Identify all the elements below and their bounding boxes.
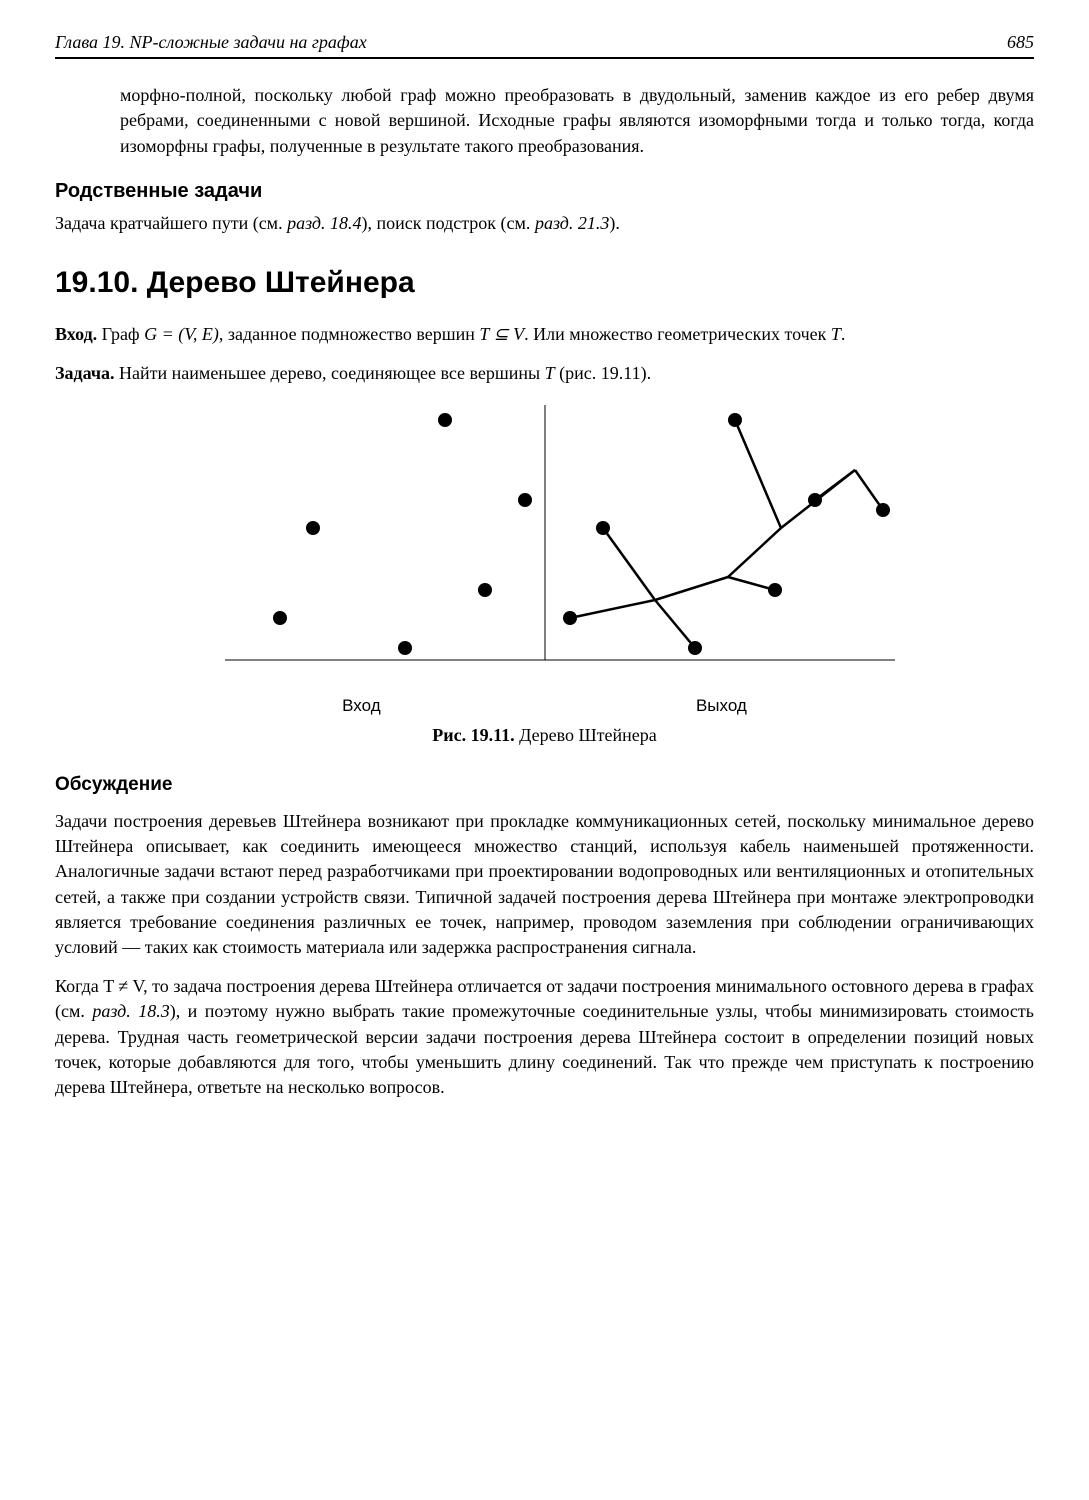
task-t2: (рис. 19.11).	[555, 363, 651, 383]
task-t1: Найти наименьшее дерево, соединяющее все…	[115, 363, 545, 383]
discussion-p2-suffix: ), и поэтому нужно выбрать такие промежу…	[55, 1001, 1034, 1097]
task-line: Задача. Найти наименьшее дерево, соединя…	[55, 361, 1034, 386]
figure-caption-bold: Рис. 19.11.	[432, 725, 514, 745]
figure-label-input: Вход	[342, 694, 380, 718]
input-f3: T	[831, 324, 841, 344]
figure-label-output: Выход	[696, 694, 747, 718]
related-text: Задача кратчайшего пути (см. разд. 18.4)…	[55, 211, 1034, 236]
figure-caption-rest: Дерево Штейнера	[515, 725, 657, 745]
task-f: T	[545, 363, 555, 383]
input-f1: G = (V, E)	[144, 324, 219, 344]
discussion-heading: Обсуждение	[55, 772, 1034, 799]
page-header: Глава 19. NP-сложные задачи на графах 68…	[55, 30, 1034, 59]
related-ref-2: разд. 21.3	[535, 213, 609, 233]
input-line: Вход. Граф G = (V, E), заданное подмноже…	[55, 322, 1034, 347]
chapter-title: Глава 19. NP-сложные задачи на графах	[55, 30, 367, 55]
input-t2: , заданное подмножество вершин	[219, 324, 479, 344]
related-prefix: Задача кратчайшего пути (см.	[55, 213, 287, 233]
page-number: 685	[1007, 30, 1034, 55]
task-label: Задача.	[55, 363, 115, 383]
discussion-p1: Задачи построения деревьев Штейнера возн…	[55, 809, 1034, 960]
related-suffix: ).	[609, 213, 620, 233]
discussion-p2: Когда T ≠ V, то задача построения дерева…	[55, 974, 1034, 1100]
related-ref-1: разд. 18.4	[287, 213, 361, 233]
related-mid: ), поиск подстрок (см.	[361, 213, 534, 233]
discussion-ref: разд. 18.3	[92, 1001, 169, 1021]
input-label: Вход.	[55, 324, 97, 344]
input-t1: Граф	[97, 324, 144, 344]
section-title: 19.10. Дерево Штейнера	[55, 262, 1034, 304]
input-t4: .	[841, 324, 846, 344]
continuation-paragraph: морфно-полной, поскольку любой граф можн…	[120, 83, 1034, 159]
figure-19-11: Вход Выход Рис. 19.11. Дерево Штейнера	[185, 400, 905, 748]
related-heading: Родственные задачи	[55, 177, 1034, 205]
figure-caption: Рис. 19.11. Дерево Штейнера	[185, 723, 905, 748]
input-t3: . Или множество геомет­рических точек	[524, 324, 831, 344]
figure-panel-labels: Вход Выход	[185, 694, 905, 718]
steiner-tree-diagram	[185, 400, 905, 690]
input-f2: T ⊆ V	[479, 324, 524, 344]
